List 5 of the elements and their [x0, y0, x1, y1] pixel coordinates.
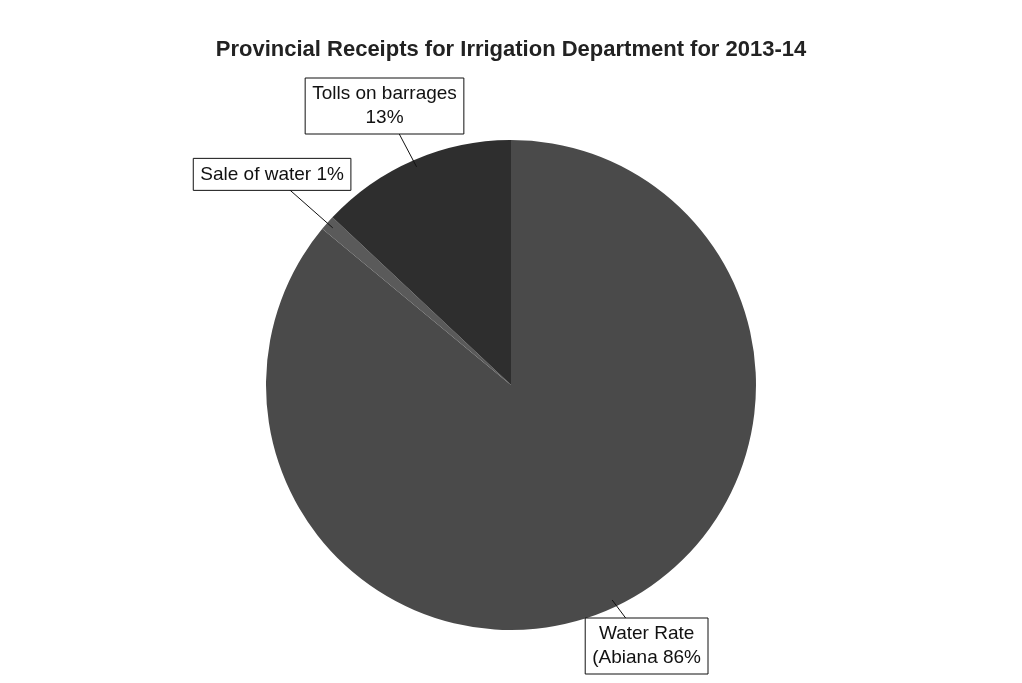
data-label: 13% — [365, 106, 404, 128]
slice-label: Sale of water 1% — [200, 162, 345, 184]
slice-label: Tolls on barrages — [312, 82, 457, 104]
chart-title: Provincial Receipts for Irrigation Department for 2013-14 — [215, 36, 808, 62]
slice-label: Water Rate (Abiana 86% — [592, 622, 702, 668]
